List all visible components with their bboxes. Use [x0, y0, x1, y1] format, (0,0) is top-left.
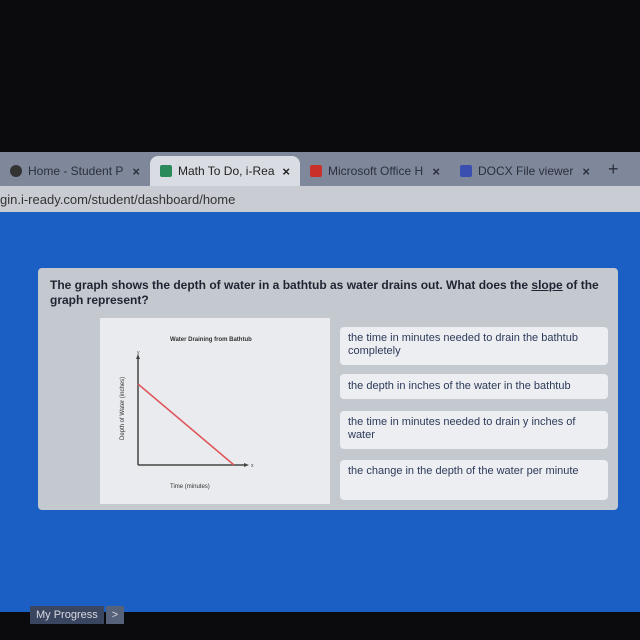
globe-icon: [10, 165, 22, 177]
y-axis-arrow: [136, 354, 140, 359]
tab-title: Home - Student P: [28, 164, 124, 178]
close-icon[interactable]: ×: [582, 163, 590, 179]
question-text: The graph shows the depth of water in a …: [50, 278, 610, 308]
x-axis-label: x: [251, 463, 254, 469]
close-icon[interactable]: ×: [132, 163, 140, 179]
graph-panel: Water Draining from Bathtub y x Time (mi…: [100, 318, 330, 504]
answer-option-4[interactable]: the change in the depth of the water per…: [340, 460, 608, 500]
chevron-right-icon: >: [105, 606, 125, 624]
iready-icon: [160, 165, 172, 177]
tab-title: Math To Do, i-Rea: [178, 164, 275, 178]
question-part: of the graph represent?: [50, 278, 599, 307]
graph-svg: Water Draining from Bathtub y x Time (mi…: [120, 337, 254, 490]
close-icon[interactable]: ×: [282, 163, 290, 179]
tab-math-to-do[interactable]: Math To Do, i-Rea ×: [150, 156, 300, 186]
graph-title: Water Draining from Bathtub: [170, 337, 252, 343]
close-icon[interactable]: ×: [432, 163, 440, 179]
teams-icon: [460, 165, 472, 177]
answer-option-3[interactable]: the time in minutes needed to drain y in…: [340, 411, 608, 449]
y-axis-title: Depth of Water (inches): [120, 377, 126, 440]
tab-title: Microsoft Office H: [328, 164, 424, 178]
depth-line: [137, 383, 235, 466]
tab-title: DOCX File viewer: [478, 164, 574, 178]
my-progress-button[interactable]: My Progress >: [30, 606, 125, 624]
tab-microsoft-office[interactable]: Microsoft Office H ×: [300, 156, 450, 186]
tab-bar: Home - Student P × Math To Do, i-Rea × Mic…: [0, 152, 640, 186]
tab-home[interactable]: Home - Student P ×: [0, 156, 150, 186]
x-axis-title: Time (minutes): [170, 484, 210, 490]
answer-option-1[interactable]: the time in minutes needed to drain the …: [340, 327, 608, 365]
my-progress-label: My Progress: [30, 606, 104, 624]
office-icon: [310, 165, 322, 177]
question-card: The graph shows the depth of water in a …: [38, 268, 618, 510]
x-axis-arrow: [244, 463, 249, 467]
new-tab-button[interactable]: +: [608, 158, 619, 179]
y-axis-label: y: [137, 350, 140, 356]
tab-docx-viewer[interactable]: DOCX File viewer ×: [450, 156, 600, 186]
address-bar[interactable]: gin.i-ready.com/student/dashboard/home: [0, 186, 640, 212]
answer-option-2[interactable]: the depth in inches of the water in the …: [340, 374, 608, 399]
question-part: The graph shows the depth of water in a …: [50, 278, 532, 292]
slope-link[interactable]: slope: [531, 278, 563, 292]
